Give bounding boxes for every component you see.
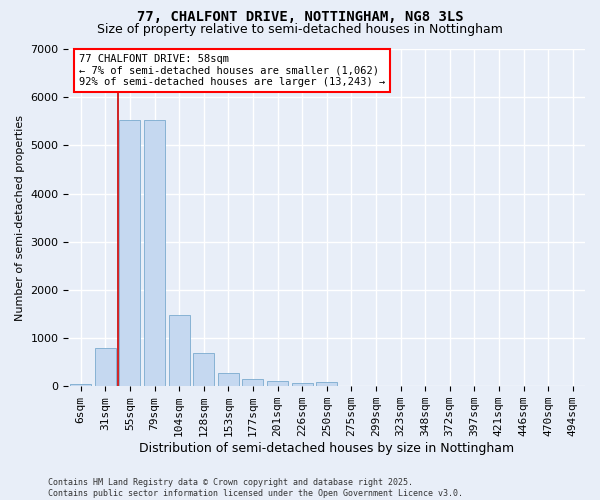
Text: Contains HM Land Registry data © Crown copyright and database right 2025.
Contai: Contains HM Land Registry data © Crown c… <box>48 478 463 498</box>
Bar <box>95 348 116 386</box>
Bar <box>267 382 288 386</box>
Bar <box>242 378 263 386</box>
Bar <box>292 382 313 386</box>
Bar <box>169 315 190 386</box>
Text: 77 CHALFONT DRIVE: 58sqm
← 7% of semi-detached houses are smaller (1,062)
92% of: 77 CHALFONT DRIVE: 58sqm ← 7% of semi-de… <box>79 54 385 88</box>
Bar <box>193 354 214 386</box>
Bar <box>70 384 91 386</box>
Bar <box>316 382 337 386</box>
Y-axis label: Number of semi-detached properties: Number of semi-detached properties <box>15 114 25 320</box>
Text: 77, CHALFONT DRIVE, NOTTINGHAM, NG8 3LS: 77, CHALFONT DRIVE, NOTTINGHAM, NG8 3LS <box>137 10 463 24</box>
Bar <box>144 120 165 386</box>
X-axis label: Distribution of semi-detached houses by size in Nottingham: Distribution of semi-detached houses by … <box>139 442 514 455</box>
Bar <box>218 373 239 386</box>
Bar <box>119 120 140 386</box>
Text: Size of property relative to semi-detached houses in Nottingham: Size of property relative to semi-detach… <box>97 22 503 36</box>
